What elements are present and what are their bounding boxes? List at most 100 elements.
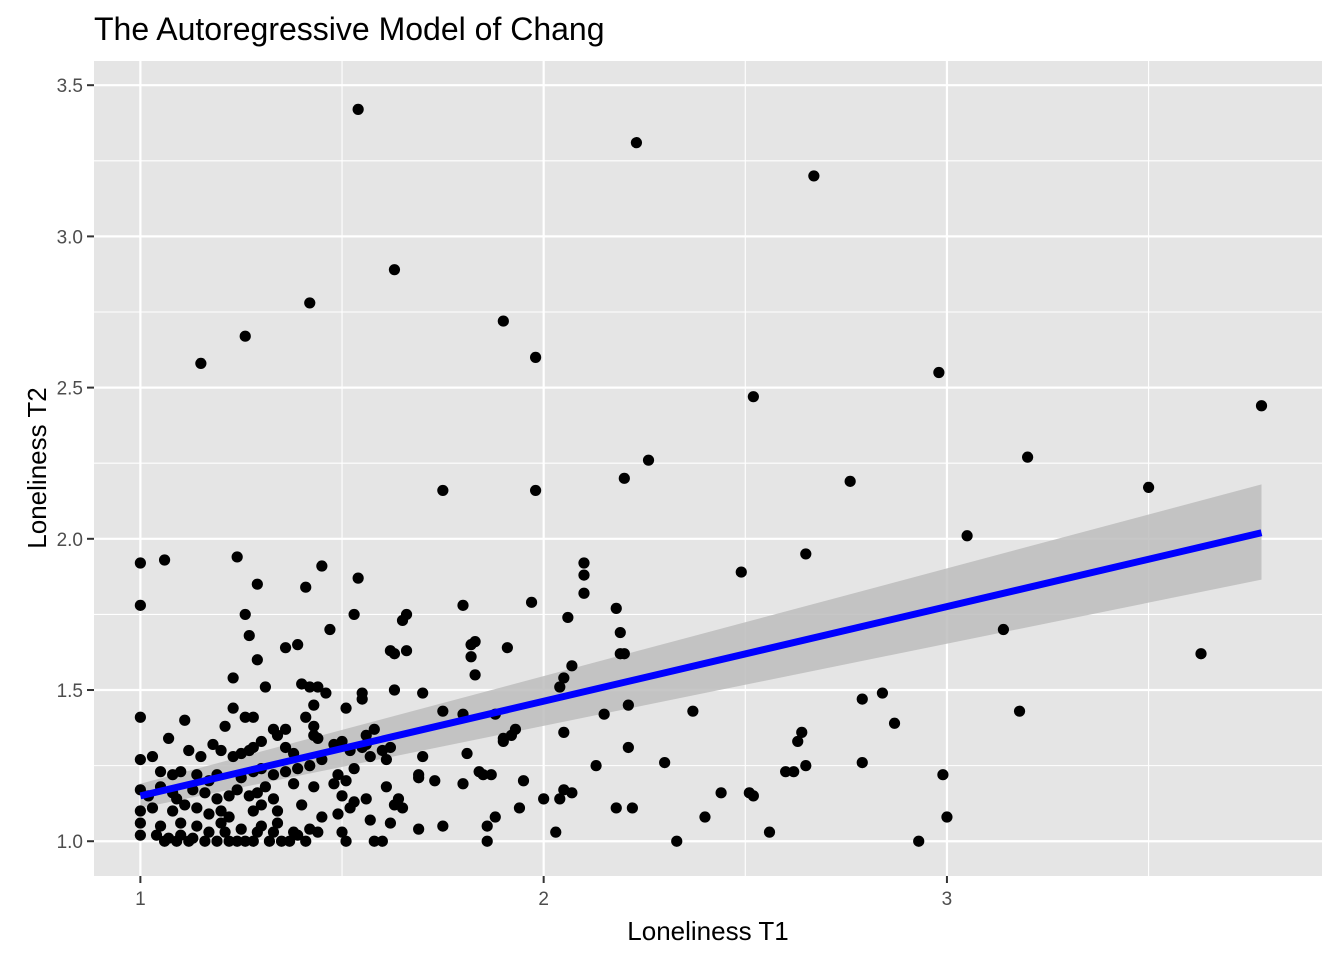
data-point — [590, 760, 602, 772]
data-point — [558, 726, 570, 738]
data-point — [191, 820, 203, 832]
data-point — [630, 137, 643, 149]
data-point — [437, 484, 449, 497]
data-point — [396, 802, 409, 814]
data-point — [271, 729, 284, 741]
data-point — [465, 651, 477, 663]
data-point — [171, 793, 183, 805]
x-tick-label: 1 — [135, 889, 146, 910]
data-point — [747, 391, 759, 403]
data-point — [251, 578, 263, 590]
data-point — [292, 829, 304, 841]
data-point — [562, 611, 574, 624]
data-point — [437, 705, 449, 717]
data-point — [279, 642, 292, 654]
data-point — [610, 802, 622, 814]
data-point — [376, 835, 388, 847]
data-point — [239, 608, 251, 621]
data-point — [134, 599, 146, 611]
data-point — [344, 802, 356, 814]
y-axis: 1.0 1.5 2.0 2.5 3.0 3.5 — [57, 76, 94, 853]
data-point — [348, 763, 360, 775]
data-point — [308, 781, 320, 793]
data-point — [618, 648, 630, 660]
data-point — [348, 608, 360, 621]
data-point — [279, 766, 292, 778]
data-point — [497, 735, 509, 748]
data-point — [312, 826, 324, 838]
data-point — [308, 720, 320, 732]
data-point — [263, 835, 276, 847]
data-point — [538, 793, 550, 805]
data-point — [671, 835, 683, 847]
data-point — [300, 835, 312, 847]
chart-title: The Autoregressive Model of Chang — [94, 11, 605, 47]
data-point — [913, 835, 925, 847]
data-point — [856, 693, 868, 705]
data-point — [513, 802, 526, 814]
data-point — [997, 623, 1010, 636]
data-point — [800, 760, 812, 772]
data-point — [231, 784, 243, 796]
data-point — [158, 554, 171, 566]
data-point — [259, 681, 271, 693]
data-point — [626, 802, 638, 814]
data-point — [1022, 451, 1034, 463]
data-point — [481, 820, 493, 832]
data-point — [271, 817, 284, 829]
data-point — [360, 793, 372, 805]
data-point — [255, 735, 267, 748]
data-point — [364, 814, 376, 826]
data-point — [304, 760, 316, 772]
data-point — [247, 805, 259, 817]
data-point — [223, 811, 235, 823]
data-point — [150, 829, 163, 841]
data-point — [614, 626, 626, 639]
data-point — [154, 766, 167, 778]
data-point — [888, 717, 901, 729]
data-point — [179, 714, 191, 726]
data-point — [340, 835, 352, 847]
data-point — [134, 817, 146, 829]
data-point — [578, 587, 590, 599]
data-point — [328, 778, 340, 790]
y-tick-label: 1.5 — [57, 681, 83, 702]
data-point — [235, 823, 247, 835]
y-tick-label: 2.5 — [57, 379, 83, 400]
data-point — [457, 599, 469, 611]
data-point — [388, 648, 401, 660]
data-point — [215, 744, 227, 757]
data-point — [211, 835, 223, 847]
data-point — [469, 669, 481, 681]
data-point — [275, 835, 288, 847]
data-point — [279, 741, 292, 754]
data-point — [223, 835, 235, 847]
data-point — [163, 732, 175, 745]
data-point — [219, 720, 231, 732]
data-point — [179, 799, 191, 811]
data-point — [183, 744, 195, 757]
y-tick-label: 3.0 — [57, 227, 83, 248]
data-point — [146, 750, 159, 763]
data-point — [134, 753, 146, 766]
data-point — [715, 787, 727, 799]
data-point — [271, 805, 284, 817]
data-point — [497, 315, 509, 327]
regression-line — [139, 529, 1263, 800]
data-point — [622, 699, 634, 711]
data-point — [961, 530, 973, 542]
data-point — [191, 769, 203, 781]
data-point — [376, 744, 388, 757]
y-axis-title: Loneliness T2 — [22, 387, 52, 548]
data-point — [876, 687, 889, 699]
data-point — [300, 581, 312, 593]
data-point — [332, 769, 344, 781]
data-point — [304, 297, 316, 309]
data-point — [215, 817, 227, 829]
data-point — [578, 557, 590, 569]
data-point — [207, 738, 219, 751]
data-point — [332, 808, 344, 820]
data-point — [227, 702, 239, 714]
data-point — [396, 614, 409, 627]
data-point — [336, 790, 348, 802]
